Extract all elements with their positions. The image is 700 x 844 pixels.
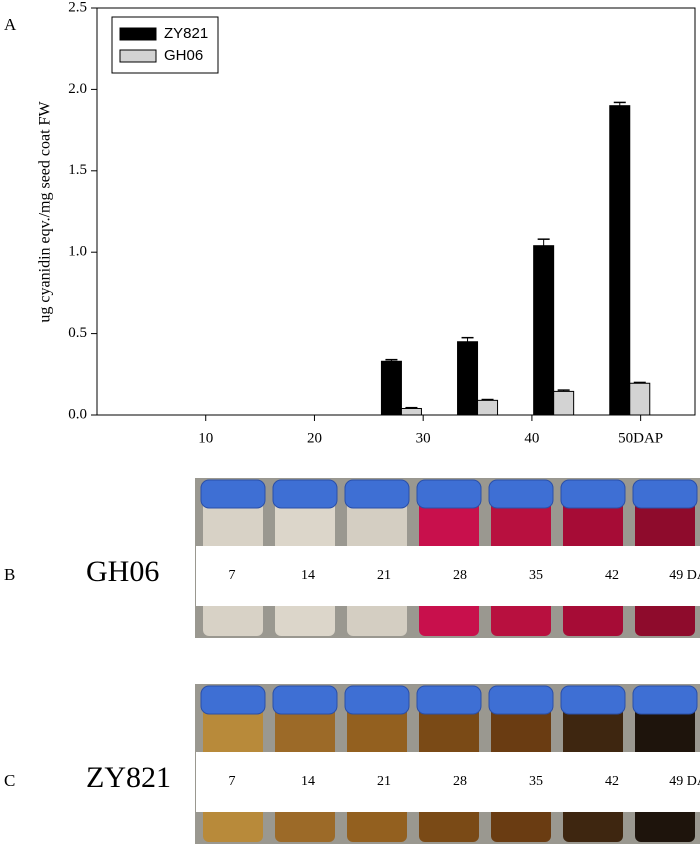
legend-box <box>111 16 219 74</box>
legend-swatch <box>119 49 157 63</box>
day-label: 28 <box>453 568 467 583</box>
x-tick-label: 40 <box>524 430 539 446</box>
day-label: 49 DAP <box>669 568 700 583</box>
y-axis-label: ug cyanidin eqv./mg seed coat FW <box>37 101 54 323</box>
legend-swatch <box>119 27 157 41</box>
bar <box>400 407 422 416</box>
vial-cap <box>488 685 554 715</box>
day-label: 21 <box>377 568 391 583</box>
x-tick-label: 20 <box>307 430 322 446</box>
panel-label: A <box>4 15 17 34</box>
label-strip <box>196 546 700 606</box>
legend-label: GH06 <box>164 47 203 64</box>
vial-cap <box>632 685 698 715</box>
day-label: 35 <box>529 568 543 583</box>
y-tick-label: 1.0 <box>68 244 87 260</box>
error-bar <box>385 358 398 362</box>
vial-cap <box>200 685 266 715</box>
error-bar <box>633 381 646 384</box>
y-tick-label: 1.5 <box>68 162 87 178</box>
day-label: 49 DAP <box>669 774 700 789</box>
vial-cap <box>344 685 410 715</box>
error-bar <box>613 101 626 106</box>
error-bar <box>405 406 418 409</box>
sample-name: ZY821 <box>86 761 171 794</box>
vial-cap <box>272 685 338 715</box>
day-label: 7 <box>229 568 236 583</box>
bar <box>629 382 651 416</box>
vial-cap <box>416 479 482 509</box>
bar <box>457 341 479 416</box>
x-tick-label: 50DAP <box>618 430 663 446</box>
sample-name: GH06 <box>86 555 159 588</box>
vial-cap <box>560 479 626 509</box>
y-tick-label: 2.0 <box>68 81 87 97</box>
vial-cap <box>272 479 338 509</box>
day-label: 42 <box>605 568 619 583</box>
vial-cap <box>416 685 482 715</box>
legend-label: ZY821 <box>164 25 208 42</box>
label-strip <box>196 752 700 812</box>
panel-label: B <box>4 565 15 584</box>
bar <box>477 399 499 416</box>
bar <box>533 245 555 416</box>
vial-cap <box>488 479 554 509</box>
day-label: 35 <box>529 774 543 789</box>
panel-label: C <box>4 771 15 790</box>
y-tick-label: 0.0 <box>68 406 87 422</box>
error-bar <box>481 398 494 401</box>
day-label: 42 <box>605 774 619 789</box>
bar <box>553 390 575 416</box>
error-bar <box>537 238 550 246</box>
vial-cap <box>344 479 410 509</box>
error-bar <box>557 389 570 392</box>
vial-cap <box>560 685 626 715</box>
error-bar <box>461 336 474 342</box>
day-label: 14 <box>301 774 315 789</box>
y-tick-label: 0.5 <box>68 325 87 341</box>
y-tick-label: 2.5 <box>68 0 87 15</box>
day-label: 14 <box>301 568 315 583</box>
day-label: 7 <box>229 774 236 789</box>
day-label: 28 <box>453 774 467 789</box>
bar <box>380 360 402 416</box>
vial-cap <box>632 479 698 509</box>
vial-cap <box>200 479 266 509</box>
x-tick-label: 10 <box>198 430 213 446</box>
day-label: 21 <box>377 774 391 789</box>
bar <box>609 105 631 416</box>
x-tick-label: 30 <box>416 430 431 446</box>
